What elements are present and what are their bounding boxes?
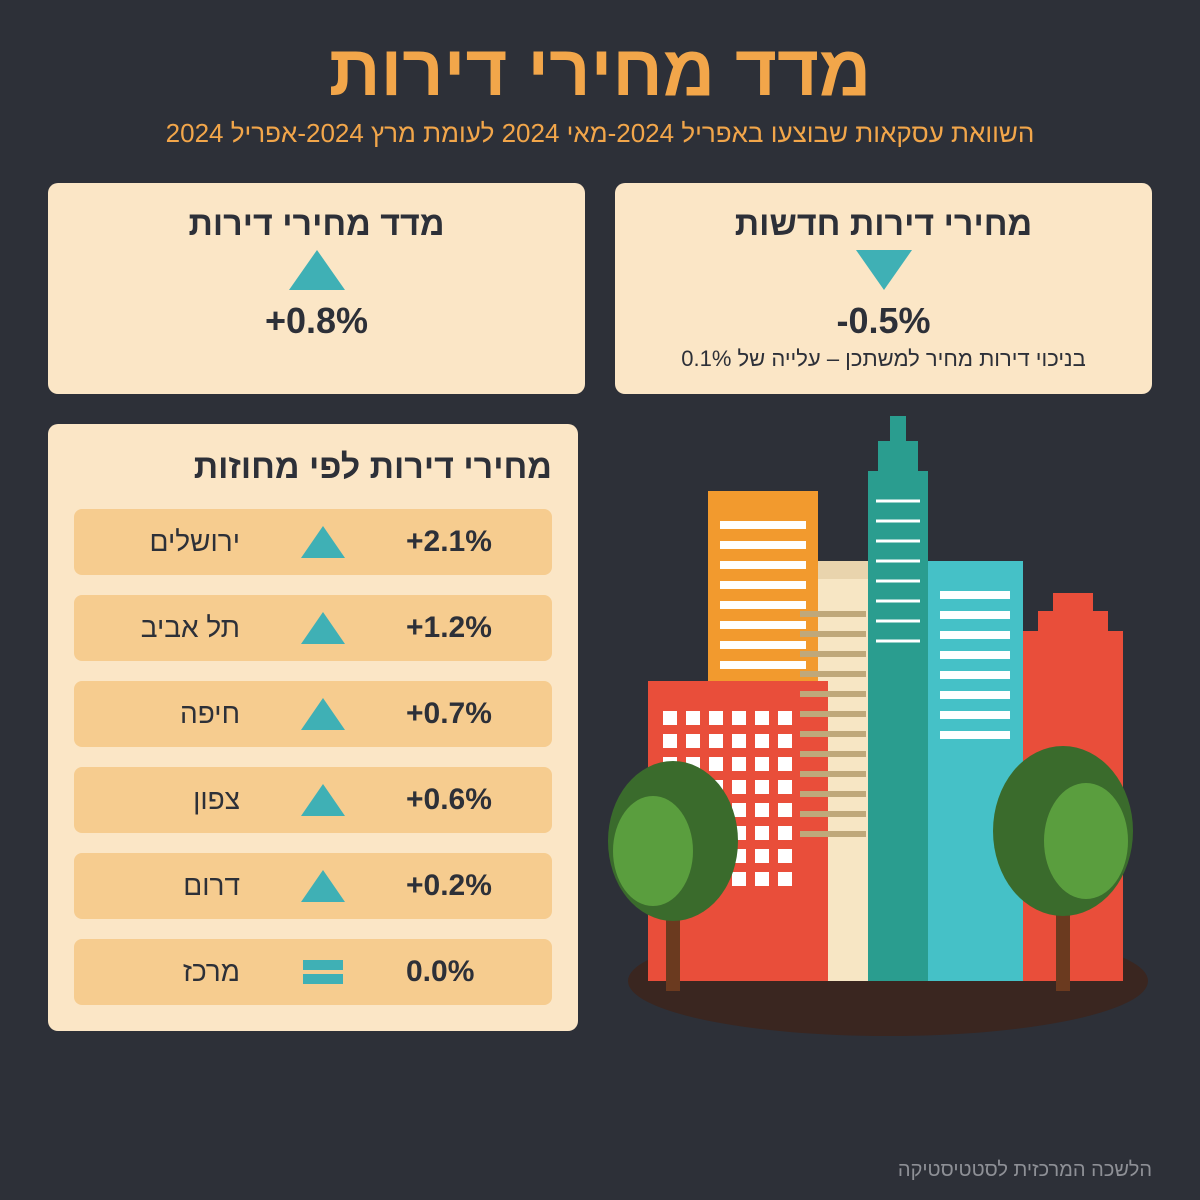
region-value: +1.2% xyxy=(406,611,526,645)
region-name: דרום xyxy=(100,870,240,902)
region-name: ירושלים xyxy=(100,526,240,558)
page-title: מדד מחירי דירות xyxy=(0,30,1200,112)
regions-card: מחירי דירות לפי מחוזות ירושלים +2.1% תל … xyxy=(48,424,578,1031)
card-value: +0.8% xyxy=(72,300,561,342)
region-name: תל אביב xyxy=(100,612,240,644)
triangle-up-icon xyxy=(293,526,353,558)
header: מדד מחירי דירות השוואת עסקאות שבוצעו באפ… xyxy=(0,0,1200,149)
lower-section: מחירי דירות לפי מחוזות ירושלים +2.1% תל … xyxy=(0,394,1200,1031)
card-price-index: מדד מחירי דירות +0.8% xyxy=(48,183,585,394)
region-value: +0.2% xyxy=(406,869,526,903)
equals-icon xyxy=(293,956,353,988)
card-title: מדד מחירי דירות xyxy=(72,205,561,244)
city-illustration xyxy=(608,424,1152,1031)
page-subtitle: השוואת עסקאות שבוצעו באפריל 2024-מאי 202… xyxy=(0,118,1200,149)
triangle-up-icon xyxy=(289,250,345,290)
region-value: +0.6% xyxy=(406,783,526,817)
region-name: חיפה xyxy=(100,698,240,730)
credit-text: הלשכה המרכזית לסטטיסטיקה xyxy=(48,1159,1152,1182)
region-value: +0.7% xyxy=(406,697,526,731)
region-name: צפון xyxy=(100,784,240,816)
card-title: מחירי דירות חדשות xyxy=(639,205,1128,244)
region-row: דרום +0.2% xyxy=(74,853,552,919)
triangle-up-icon xyxy=(293,870,353,902)
regions-title: מחירי דירות לפי מחוזות xyxy=(74,448,552,487)
triangle-up-icon xyxy=(293,698,353,730)
region-value: 0.0% xyxy=(406,955,526,989)
region-row: ירושלים +2.1% xyxy=(74,509,552,575)
triangle-down-icon xyxy=(856,250,912,290)
triangle-up-icon xyxy=(293,612,353,644)
top-cards: מדד מחירי דירות +0.8% מחירי דירות חדשות … xyxy=(0,149,1200,394)
region-row: מרכז 0.0% xyxy=(74,939,552,1005)
triangle-up-icon xyxy=(293,784,353,816)
region-value: +2.1% xyxy=(406,525,526,559)
region-name: מרכז xyxy=(100,956,240,988)
region-row: צפון +0.6% xyxy=(74,767,552,833)
card-note: בניכוי דירות מחיר למשתכן – עלייה של 0.1% xyxy=(639,346,1128,372)
card-value: -0.5% xyxy=(639,300,1128,342)
card-new-homes: מחירי דירות חדשות -0.5% בניכוי דירות מחי… xyxy=(615,183,1152,394)
region-row: תל אביב +1.2% xyxy=(74,595,552,661)
region-row: חיפה +0.7% xyxy=(74,681,552,747)
